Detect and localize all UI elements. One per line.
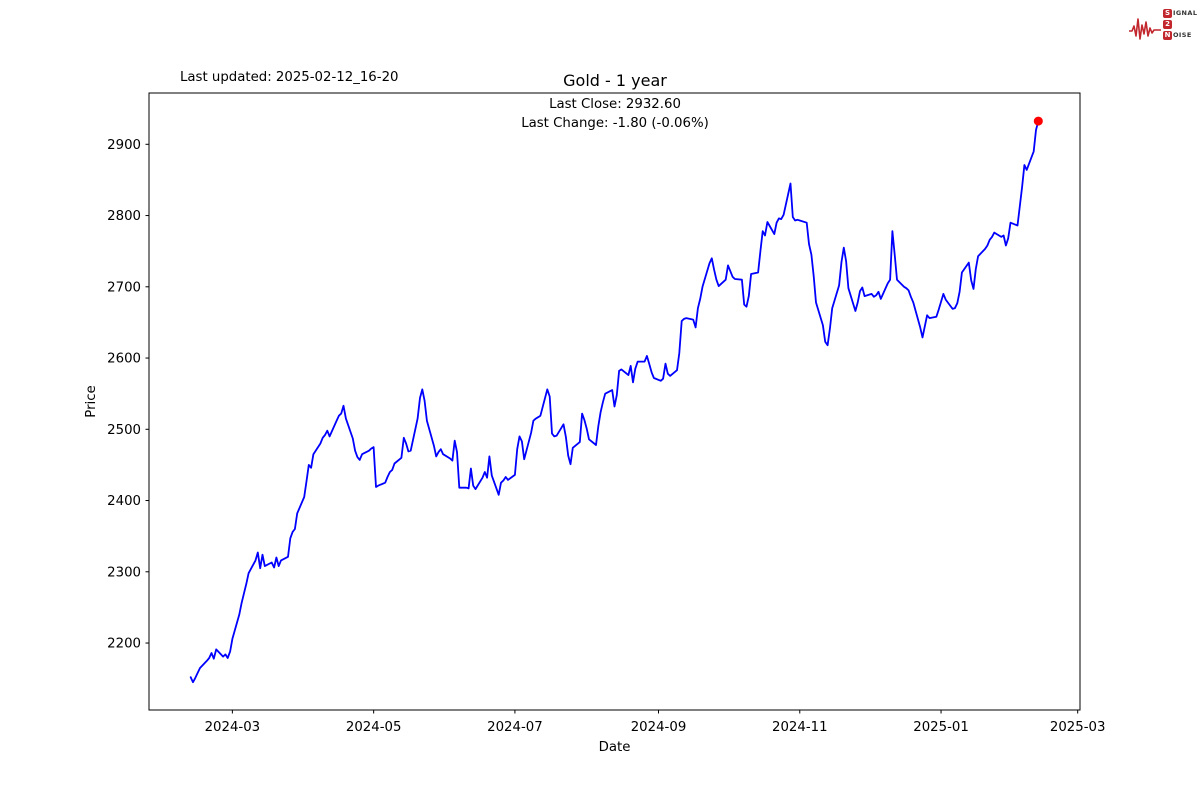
y-tick-label: 2900 [107, 138, 141, 153]
x-tick-label: 2024-03 [205, 720, 261, 735]
chart-title: Gold - 1 year [563, 71, 667, 90]
chart-subtitle: Last Close: 2932.60 Last Change: -1.80 (… [150, 95, 1080, 133]
logo-2-badge: 2 [1163, 19, 1172, 29]
last-close-text: Last Close: 2932.60 [549, 97, 681, 112]
logo-n-badge: N [1163, 30, 1172, 40]
x-tick-label: 2025-03 [1050, 720, 1106, 735]
logo-row-signal: S IGNAL [1163, 8, 1197, 18]
x-tick-label: 2024-09 [631, 720, 687, 735]
logo-text: S IGNAL 2 N OISE [1163, 8, 1197, 41]
plot-border [148, 92, 1081, 711]
last-updated-text: Last updated: 2025-02-12_16-20 [180, 70, 399, 85]
x-tick-label: 2024-07 [487, 720, 543, 735]
logo-signal-rest: IGNAL [1173, 9, 1198, 17]
y-tick-label: 2700 [107, 280, 141, 295]
y-tick-label: 2600 [107, 352, 141, 367]
price-line [189, 120, 1040, 684]
x-axis-label: Date [599, 740, 631, 755]
x-tick-label: 2024-11 [772, 720, 828, 735]
logo-noise-rest: OISE [1173, 31, 1192, 39]
x-tick-label: 2024-05 [346, 720, 402, 735]
y-tick-label: 2500 [107, 423, 141, 438]
logo-row-2: 2 [1163, 19, 1197, 29]
last-price-marker [1033, 116, 1043, 126]
logo-row-noise: N OISE [1163, 30, 1197, 40]
y-tick-label: 2300 [107, 565, 141, 580]
last-change-text: Last Change: -1.80 (-0.06%) [521, 116, 709, 131]
signal2noise-logo: S IGNAL 2 N OISE [1128, 5, 1198, 47]
y-tick-label: 2800 [107, 209, 141, 224]
y-tick-label: 2400 [107, 494, 141, 509]
x-tick-label: 2025-01 [913, 720, 969, 735]
logo-s-badge: S [1163, 8, 1172, 18]
y-axis-label: Price [84, 385, 99, 417]
y-tick-label: 2200 [107, 637, 141, 652]
heartbeat-waveform-icon [1129, 18, 1161, 40]
